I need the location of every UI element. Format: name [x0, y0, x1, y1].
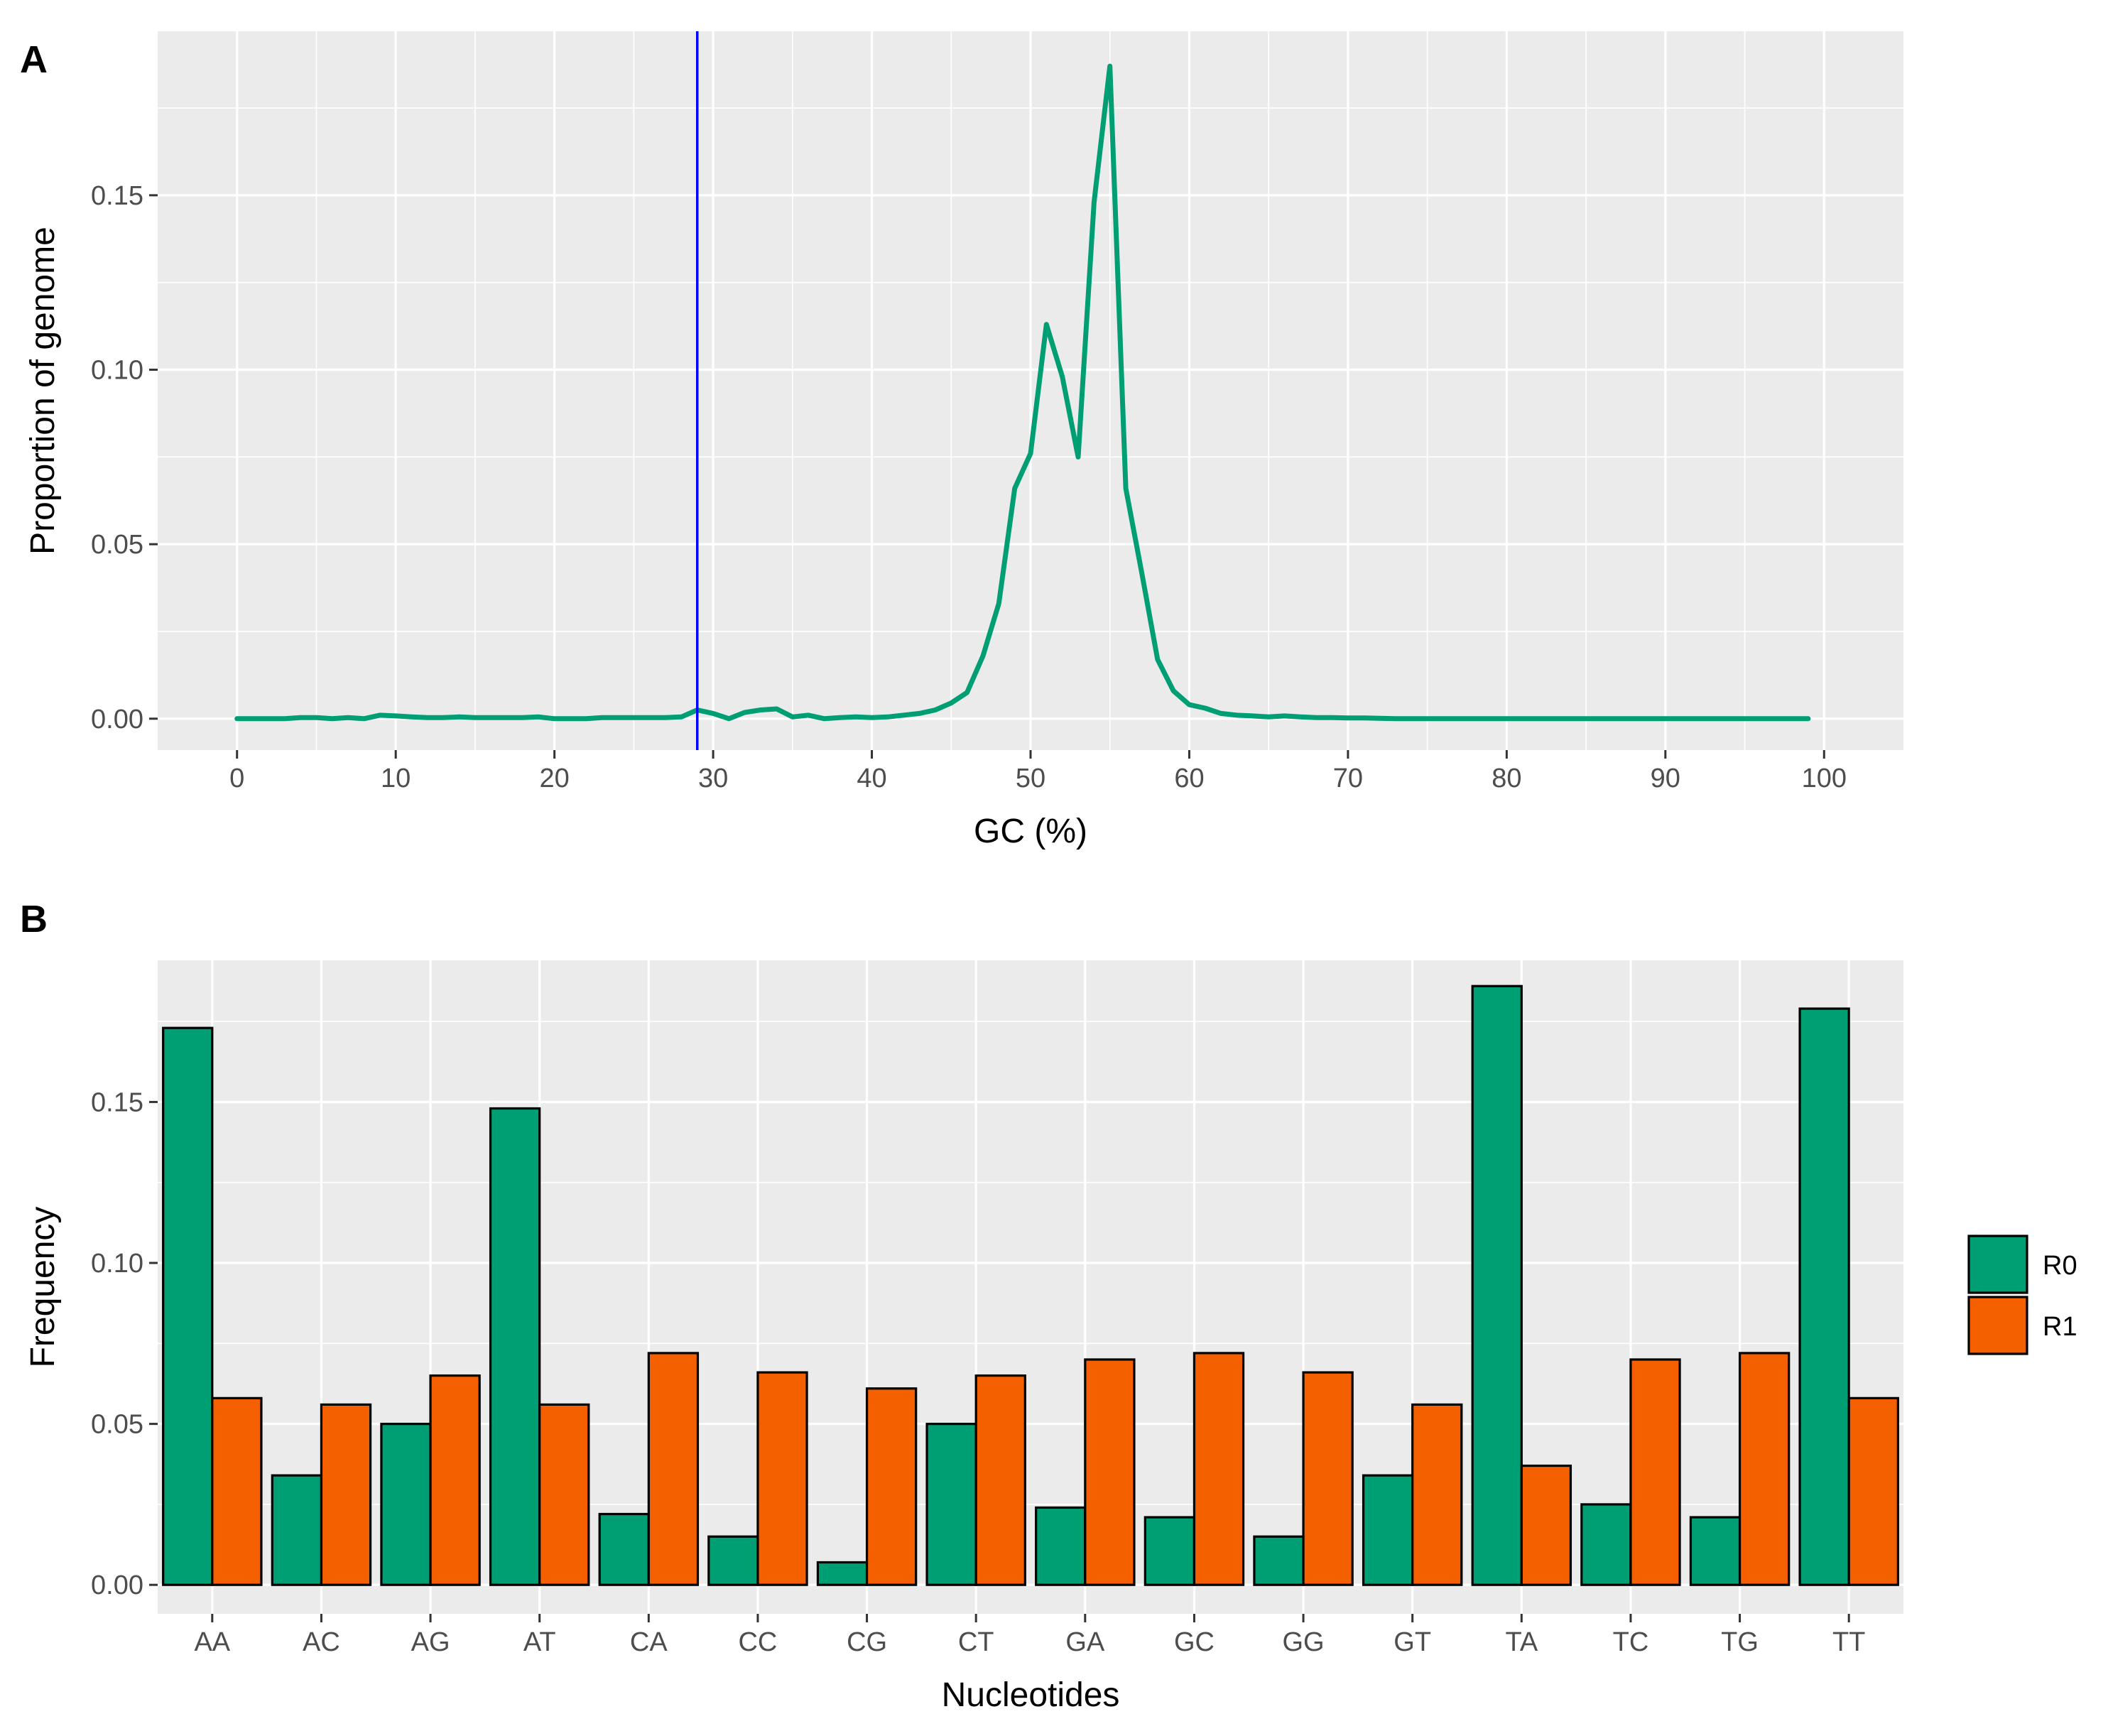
- panel-a-x-tick-label: 40: [857, 764, 886, 793]
- panel-a-x-tick-label: 80: [1492, 764, 1521, 793]
- bar-r0-at: [489, 1107, 541, 1586]
- bar-r0-gg: [1253, 1535, 1305, 1586]
- bar-r1-ga: [1084, 1358, 1136, 1586]
- legend-key-r1: [1967, 1296, 2028, 1355]
- panel-b-x-tick-label: TG: [1721, 1627, 1759, 1657]
- legend-key-r0: [1967, 1235, 2028, 1294]
- bar-r1-tt: [1847, 1396, 1899, 1586]
- panel-b-x-tick-label: AG: [411, 1627, 450, 1657]
- panel-b-x-tick-label: GA: [1065, 1627, 1105, 1657]
- bar-r1-tc: [1629, 1358, 1681, 1586]
- panel-b-x-tick-label: TC: [1613, 1627, 1649, 1657]
- panel-b-y-tick-label: 0.05: [91, 1410, 143, 1440]
- panel-b-x-tick-label: TA: [1505, 1627, 1538, 1657]
- bar-r0-gc: [1143, 1516, 1196, 1586]
- panel-a-x-tick-label: 90: [1651, 764, 1680, 793]
- panel-a-data: [234, 31, 1811, 750]
- panel-b-y-tick-label: 0.00: [91, 1570, 143, 1600]
- panel-a-y-tick-label: 0.05: [91, 530, 143, 560]
- gc-content-line: [234, 63, 1811, 722]
- bar-r1-ct: [974, 1374, 1026, 1586]
- panel-b-x-tick-label: AT: [523, 1627, 556, 1657]
- panel-b-x-tick-label: GC: [1174, 1627, 1215, 1657]
- panel-a-x-tick-label: 60: [1174, 764, 1204, 793]
- bar-r1-tg: [1738, 1352, 1791, 1586]
- panel-a-x-tick-label: 100: [1802, 764, 1847, 793]
- panel-b-x-ticks: AA AC AG AT CA CC CG CT GA GC GG GT TA TC TG TT: [194, 1614, 1865, 1657]
- panel-b-letter: B: [20, 898, 48, 940]
- panel-b-x-tick-label: AA: [194, 1627, 230, 1657]
- panel-b-x-axis-title: Nucleotides: [942, 1676, 1120, 1714]
- bar-r0-ta: [1471, 984, 1523, 1586]
- panel-a-x-axis-title: GC (%): [974, 813, 1087, 850]
- bar-r1-ta: [1520, 1464, 1572, 1586]
- panel-a-y-tick-label: 0.15: [91, 181, 143, 211]
- panel-a-x-tick-label: 20: [539, 764, 569, 793]
- panel-a-letter: A: [20, 38, 48, 81]
- bar-r0-ag: [380, 1423, 432, 1586]
- bar-r0-cc: [707, 1535, 759, 1586]
- panel-b: B 0.00 0.05 0.10 0.15 AA AC AG AT CA CC CG CT GA GC G…: [20, 898, 2077, 1714]
- panel-b-x-tick-label: AC: [303, 1627, 340, 1657]
- panel-a-y-tick-label: 0.10: [91, 356, 143, 386]
- panel-b-x-tick-label: TT: [1832, 1627, 1865, 1657]
- panel-b-x-tick-label: GT: [1393, 1627, 1431, 1657]
- bar-r1-cc: [756, 1371, 808, 1586]
- panel-b-bars: [162, 984, 1899, 1586]
- panel-a-x-tick-label: 0: [229, 764, 244, 793]
- bar-r0-ac: [271, 1474, 323, 1586]
- legend-label-r1: R1: [2043, 1312, 2077, 1342]
- panel-a: A 0.00 0.05 0.10 0.15 0 10 20 30 40 50 60 70 80 90 10…: [20, 31, 1903, 850]
- panel-a-x-tick-label: 10: [381, 764, 411, 793]
- bar-r1-gc: [1192, 1352, 1245, 1586]
- panel-b-y-axis-title: Frequency: [24, 1207, 62, 1368]
- bar-r1-aa: [211, 1396, 263, 1586]
- bar-r0-tt: [1798, 1007, 1850, 1586]
- bar-r1-at: [538, 1403, 590, 1586]
- panel-b-y-tick-label: 0.10: [91, 1249, 143, 1279]
- panel-a-x-tick-label: 30: [698, 764, 728, 793]
- bar-r0-gt: [1362, 1474, 1414, 1586]
- bar-r0-tc: [1580, 1503, 1632, 1586]
- bar-r1-ca: [647, 1352, 700, 1586]
- panel-b-x-tick-label: GG: [1283, 1627, 1325, 1657]
- panel-a-x-ticks: 0 10 20 30 40 50 60 70 80 90 100: [229, 750, 1847, 793]
- bar-r0-ga: [1035, 1506, 1087, 1586]
- bar-r0-aa: [162, 1026, 214, 1586]
- bar-r1-gg: [1302, 1371, 1354, 1586]
- bar-r0-ct: [925, 1423, 977, 1586]
- bar-r1-ac: [320, 1403, 372, 1586]
- panel-a-y-tick-label: 0.00: [91, 705, 143, 734]
- panel-a-y-ticks: 0.00 0.05 0.10 0.15: [91, 181, 158, 734]
- panel-b-x-tick-label: CC: [738, 1627, 777, 1657]
- panel-b-y-ticks: 0.00 0.05 0.10 0.15: [91, 1087, 158, 1600]
- legend-label-r0: R0: [2043, 1251, 2077, 1281]
- panel-a-x-tick-label: 50: [1016, 764, 1045, 793]
- panel-a-x-tick-label: 70: [1333, 764, 1363, 793]
- bar-r0-ca: [598, 1512, 650, 1586]
- bar-r0-tg: [1689, 1516, 1742, 1586]
- legend: R0 R1: [1967, 1235, 2077, 1355]
- bar-r0-cg: [816, 1561, 869, 1586]
- panel-b-x-tick-label: CG: [847, 1627, 887, 1657]
- panel-b-y-tick-label: 0.15: [91, 1087, 143, 1117]
- panel-b-x-tick-label: CT: [958, 1627, 994, 1657]
- bar-r1-ag: [429, 1374, 481, 1586]
- panel-b-x-tick-label: CA: [630, 1627, 668, 1657]
- bar-r1-cg: [865, 1387, 918, 1586]
- panel-a-y-axis-title: Proportion of genome: [24, 227, 62, 555]
- bar-r1-gt: [1411, 1403, 1463, 1586]
